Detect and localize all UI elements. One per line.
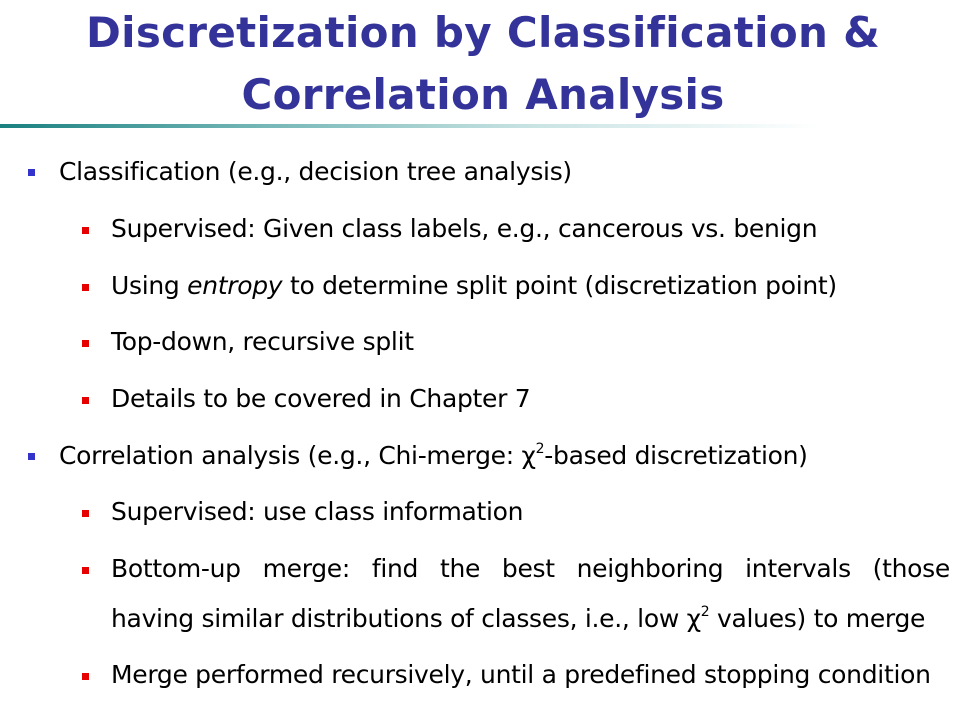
bullet-text: Details to be covered in Chapter 7 [111,384,531,413]
word: intervals [745,554,851,583]
slide-title-line-2: Correlation Analysis [241,70,725,119]
bullet-text-prefix: Correlation analysis (e.g., Chi-merge: χ [59,441,536,470]
superscript: 2 [535,441,545,457]
bullet-classification: Classification (e.g., decision tree anal… [28,156,572,188]
bullet-text: Supervised: use class information [111,497,524,526]
bullet-supervised-info: Supervised: use class information [82,496,524,528]
bullet-text-suffix: values) to merge [709,604,926,633]
square-bullet-icon [82,227,89,234]
square-bullet-icon [82,340,89,347]
slide-title-line-1: Discretization by Classification & [85,8,881,57]
square-bullet-icon [82,673,89,680]
justified-line: Bottom-up merge: find the best neighbori… [111,553,950,585]
word: merge: [262,554,351,583]
word: best [501,554,555,583]
square-bullet-icon [82,284,89,291]
bullet-continuation-line: having similar distributions of classes,… [111,603,950,635]
square-bullet-icon [82,567,89,574]
superscript: 2 [700,604,710,620]
square-bullet-icon [82,510,89,517]
bullet-correlation: Correlation analysis (e.g., Chi-merge: χ… [28,440,808,472]
word: Bottom-up [111,554,241,583]
bullet-merge-recursive: Merge performed recursively, until a pre… [82,659,931,691]
bullet-topdown: Top-down, recursive split [82,326,414,358]
word: find [371,554,419,583]
bullet-text: Classification (e.g., decision tree anal… [59,157,572,186]
square-bullet-icon [82,397,89,404]
bullet-text: Supervised: Given class labels, e.g., ca… [111,214,818,243]
bullet-supervised-labels: Supervised: Given class labels, e.g., ca… [82,213,818,245]
bullet-details: Details to be covered in Chapter 7 [82,383,531,415]
bullet-text-prefix: Using [111,271,188,300]
word: neighboring [576,554,724,583]
bullet-text-suffix: to determine split point (discretization… [282,271,837,300]
bullet-text-prefix: having similar distributions of classes,… [111,604,701,633]
square-bullet-icon [28,453,35,460]
bullet-bottomup: Bottom-up merge: find the best neighbori… [82,553,950,635]
bullet-entropy: Using entropy to determine split point (… [82,270,837,302]
slide-title: Discretization by Classification & Corre… [0,2,966,126]
bullet-text: Top-down, recursive split [111,327,414,356]
bullet-text: Merge performed recursively, until a pre… [111,660,931,689]
square-bullet-icon [28,169,35,176]
word: (those [872,554,951,583]
entropy-term: entropy [187,271,283,300]
word: the [439,554,481,583]
title-divider [0,124,966,128]
bullet-text-suffix: -based discretization) [544,441,808,470]
